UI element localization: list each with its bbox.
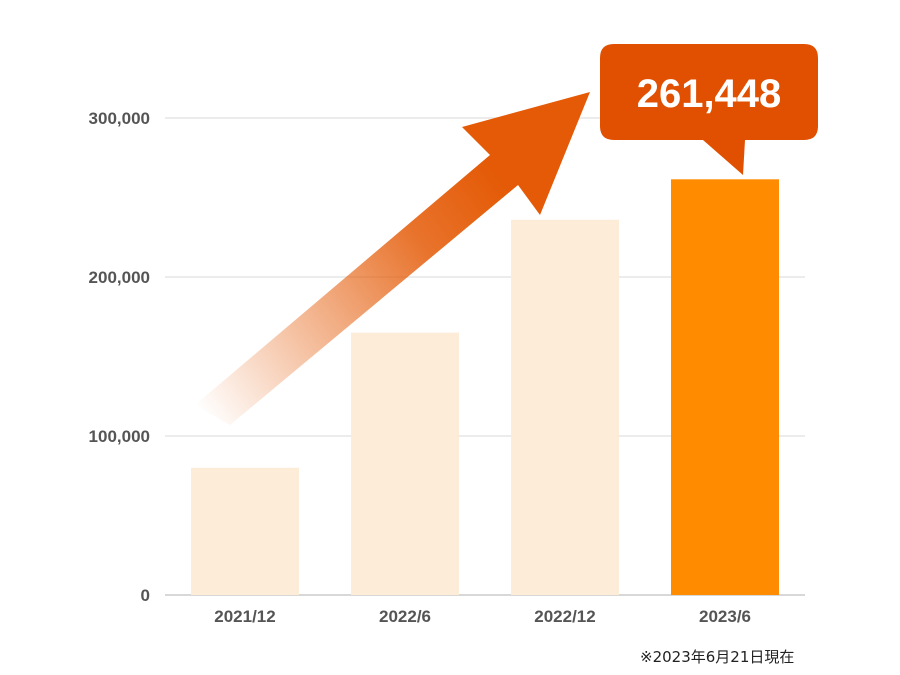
bar-2022-12	[511, 219, 619, 595]
x-tick-label: 2022/6	[379, 607, 431, 626]
callout-box	[600, 44, 818, 175]
bar-2022-6	[351, 332, 459, 595]
y-axis-ticks: 0 100,000 200,000 300,000	[89, 109, 150, 605]
growth-arrow	[195, 92, 590, 425]
value-callout: 261,448	[600, 44, 818, 175]
callout-value: 261,448	[637, 72, 782, 116]
y-tick-label: 100,000	[89, 427, 150, 446]
y-tick-label: 200,000	[89, 268, 150, 287]
bar-2023-6	[671, 179, 779, 596]
bar-2021-12	[191, 467, 299, 595]
y-tick-label: 300,000	[89, 109, 150, 128]
x-tick-label: 2021/12	[214, 607, 275, 626]
bars	[191, 179, 779, 596]
x-tick-label: 2023/6	[699, 607, 751, 626]
as-of-footnote: ※2023年6月21日現在	[640, 648, 795, 666]
y-tick-label: 0	[141, 586, 150, 605]
x-tick-label: 2022/12	[534, 607, 595, 626]
x-axis-labels: 2021/12 2022/6 2022/12 2023/6	[214, 607, 751, 626]
